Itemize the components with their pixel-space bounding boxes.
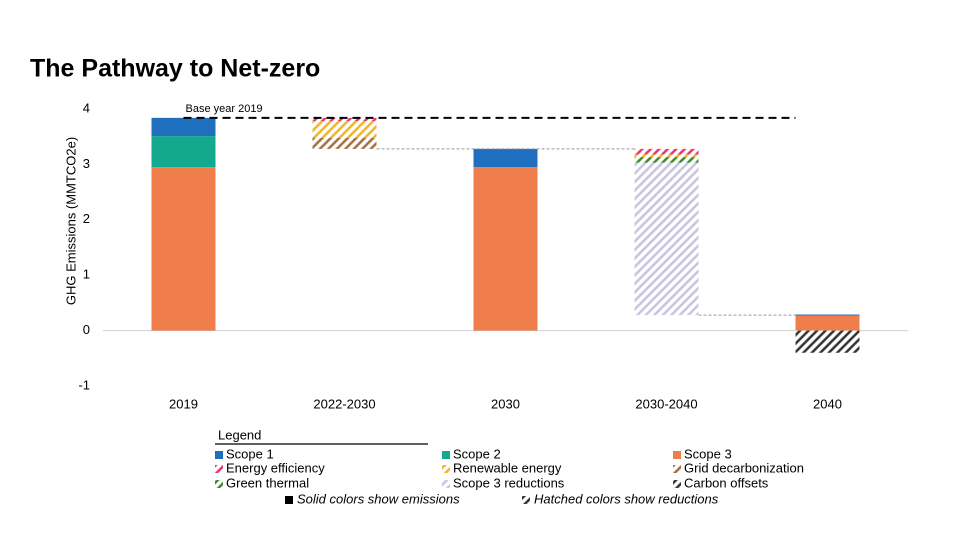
legend-note: Solid colors show emissions bbox=[297, 491, 460, 506]
legend-swatch bbox=[673, 465, 681, 473]
y-axis-label: GHG Emissions (MMTCO2e) bbox=[63, 137, 78, 305]
bar-segment bbox=[151, 136, 216, 168]
legend-label: Scope 2 bbox=[453, 446, 501, 461]
x-tick-label: 2019 bbox=[169, 396, 198, 411]
y-tick-label: 4 bbox=[83, 100, 90, 115]
y-tick-label: -1 bbox=[78, 377, 90, 392]
bar-segment bbox=[151, 117, 216, 137]
legend-swatch bbox=[442, 480, 450, 488]
chart-title: The Pathway to Net-zero bbox=[30, 55, 320, 83]
bar-segment bbox=[795, 314, 860, 316]
reference-label: Base year 2019 bbox=[186, 103, 263, 115]
legend-swatch bbox=[215, 451, 223, 459]
bar-segment bbox=[473, 148, 538, 168]
y-tick-label: 3 bbox=[83, 156, 90, 171]
legend-label: Carbon offsets bbox=[684, 475, 769, 490]
y-tick-label: 2 bbox=[83, 211, 90, 226]
bar-segment bbox=[795, 330, 860, 353]
legend-label: Scope 3 reductions bbox=[453, 475, 565, 490]
legend-swatch bbox=[673, 480, 681, 488]
x-tick-label: 2040 bbox=[813, 396, 842, 411]
bar-segment bbox=[795, 315, 860, 331]
y-tick-label: 1 bbox=[83, 267, 90, 282]
legend-label: Grid decarbonization bbox=[684, 460, 804, 475]
legend-label: Green thermal bbox=[226, 475, 309, 490]
bar-segment bbox=[312, 121, 377, 138]
legend-label: Scope 1 bbox=[226, 446, 274, 461]
y-tick-label: 0 bbox=[83, 322, 90, 337]
bar-segment bbox=[634, 162, 699, 316]
legend-note: Hatched colors show reductions bbox=[534, 491, 719, 506]
legend-label: Scope 3 bbox=[684, 446, 732, 461]
x-tick-label: 2030-2040 bbox=[635, 396, 697, 411]
legend-swatch bbox=[215, 480, 223, 488]
legend-swatch bbox=[442, 451, 450, 459]
bar-segment bbox=[312, 137, 377, 149]
legend-swatch bbox=[285, 496, 293, 504]
legend-swatch bbox=[673, 451, 681, 459]
legend-label: Renewable energy bbox=[453, 460, 562, 475]
legend-title: Legend bbox=[218, 427, 261, 442]
x-tick-label: 2030 bbox=[491, 396, 520, 411]
bar-segment bbox=[473, 167, 538, 331]
bar-segment bbox=[151, 167, 216, 331]
legend-swatch bbox=[442, 465, 450, 473]
legend-label: Energy efficiency bbox=[226, 460, 325, 475]
legend-swatch bbox=[215, 465, 223, 473]
bar-segment bbox=[634, 148, 699, 155]
bar-segment bbox=[312, 117, 377, 122]
bar-segment bbox=[634, 154, 699, 158]
x-tick-label: 2022-2030 bbox=[313, 396, 375, 411]
legend-swatch bbox=[522, 496, 530, 504]
bar-segment bbox=[634, 157, 699, 163]
